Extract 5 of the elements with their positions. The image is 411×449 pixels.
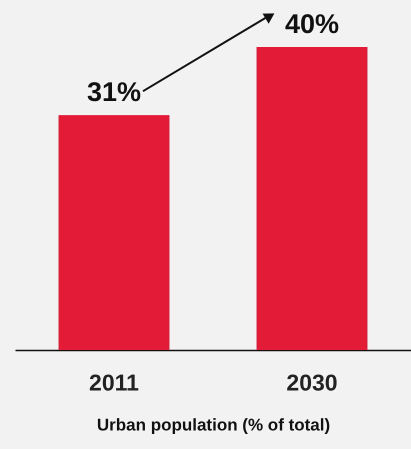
x-axis-title: Urban population (% of total) xyxy=(96,416,330,434)
x-tick-label: 2011 xyxy=(89,370,140,396)
data-label: 31% xyxy=(86,77,142,108)
x-tick-label: 2030 xyxy=(286,370,338,396)
data-label: 40% xyxy=(284,9,340,39)
